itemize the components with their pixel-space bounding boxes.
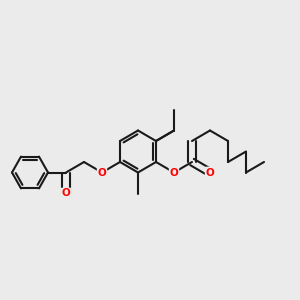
Text: O: O — [169, 167, 178, 178]
Text: O: O — [61, 188, 70, 199]
Text: O: O — [98, 167, 106, 178]
Text: O: O — [206, 167, 214, 178]
